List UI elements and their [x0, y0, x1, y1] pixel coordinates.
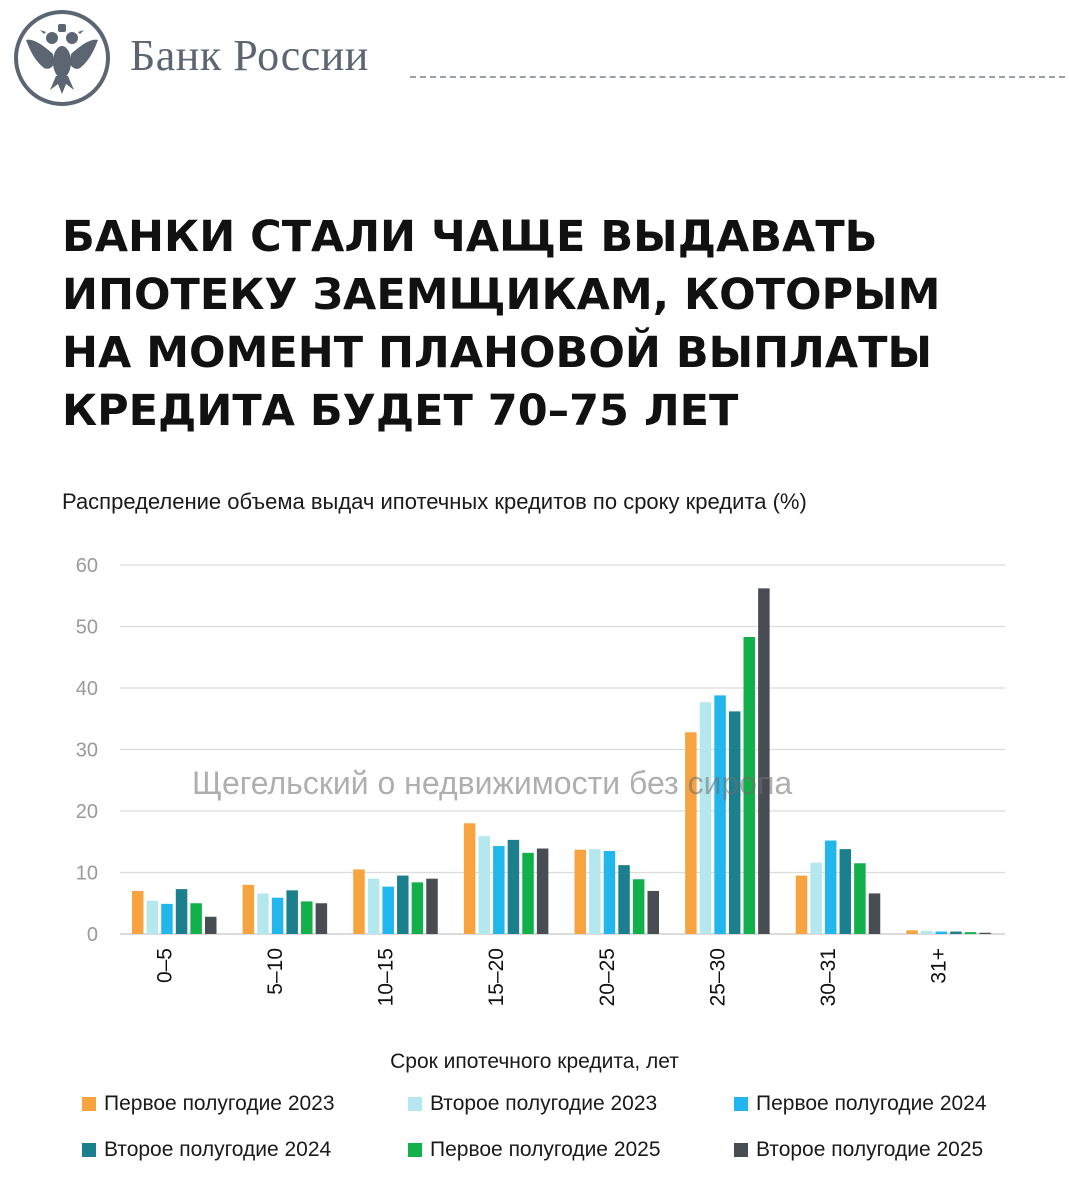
- chart-title: Распределение объема выдач ипотечных кре…: [62, 489, 807, 514]
- bar: [353, 869, 365, 934]
- bar: [271, 897, 284, 934]
- bar: [536, 848, 549, 934]
- legend-swatch: [408, 1143, 422, 1157]
- brand-name: Банк России: [130, 31, 369, 80]
- headline-line: ИПОТЕКУ ЗАЕМЩИКАМ, КОТОРЫМ: [62, 270, 941, 320]
- bar: [714, 695, 726, 934]
- legend-item: Второе полугодие 2024: [82, 1138, 408, 1162]
- legend-label: Первое полугодие 2023: [104, 1092, 335, 1115]
- bar: [242, 884, 255, 934]
- bank-of-russia-eagle-icon: [14, 10, 110, 106]
- bar: [854, 863, 866, 934]
- y-tick-label: 40: [76, 678, 98, 700]
- legend-item: Первое полугодие 2024: [734, 1092, 1052, 1116]
- headline-line: КРЕДИТА БУДЕТ 70–75 ЛЕТ: [62, 386, 739, 436]
- headline: БАНКИ СТАЛИ ЧАЩЕ ВЫДАВАТЬ ИПОТЕКУ ЗАЕМЩИ…: [62, 208, 1022, 440]
- y-tick-label: 30: [76, 740, 98, 762]
- chart-legend: Первое полугодие 2023 Второе полугодие 20…: [82, 1092, 1052, 1162]
- header: Банк России: [0, 0, 1069, 120]
- bar: [161, 903, 173, 934]
- bar-chart: 0 10 20 30 40 50 60 0–5 5–10 10–15 15–20 20–25 25–30…: [76, 555, 1005, 1006]
- legend-swatch: [82, 1143, 96, 1157]
- bar: [478, 836, 490, 934]
- bar: [367, 878, 380, 934]
- legend-label: Первое полугодие 2025: [430, 1138, 661, 1161]
- y-tick-label: 50: [76, 617, 98, 639]
- bar: [920, 930, 933, 934]
- bar: [426, 878, 438, 934]
- bar: [685, 732, 697, 934]
- bar: [810, 862, 822, 934]
- bar: [950, 931, 962, 934]
- x-tick-label: 0–5: [153, 948, 176, 983]
- legend-item: Первое полугодие 2025: [408, 1138, 734, 1162]
- x-tick-label: 31+: [928, 948, 951, 984]
- y-tick-label: 20: [76, 801, 98, 823]
- legend-label: Первое полугодие 2024: [756, 1092, 987, 1115]
- x-tick-label: 5–10: [264, 948, 287, 995]
- bar: [382, 886, 394, 934]
- legend-item: Второе полугодие 2025: [734, 1138, 1052, 1162]
- bar: [257, 893, 269, 934]
- x-tick-label: 10–15: [375, 948, 398, 1006]
- bar: [205, 916, 217, 934]
- bar: [315, 903, 328, 934]
- bar: [301, 901, 313, 934]
- bar: [286, 890, 298, 934]
- bar: [397, 875, 409, 934]
- bar: [507, 839, 520, 934]
- bar: [175, 889, 188, 934]
- legend-swatch: [734, 1097, 748, 1111]
- bar: [728, 711, 741, 934]
- x-tick-label: 30–31: [817, 948, 840, 1006]
- legend-swatch: [734, 1143, 748, 1157]
- watermark: Щегельский о недвижимости без сиропа: [192, 765, 793, 801]
- bar: [618, 865, 630, 934]
- bar: [979, 932, 991, 934]
- legend-swatch: [82, 1097, 96, 1111]
- bar: [589, 849, 601, 934]
- bar: [758, 588, 770, 934]
- x-tick-label: 20–25: [596, 948, 619, 1006]
- bar: [795, 875, 808, 934]
- bar: [463, 823, 476, 934]
- y-tick-label: 0: [87, 924, 98, 946]
- bar: [743, 636, 756, 934]
- bar: [632, 879, 645, 934]
- x-tick-label: 25–30: [706, 948, 729, 1006]
- bar: [935, 931, 948, 934]
- bar: [574, 849, 586, 934]
- bar: [493, 846, 505, 934]
- headline-line: НА МОМЕНТ ПЛАНОВОЙ ВЫПЛАТЫ: [62, 328, 933, 378]
- legend-swatch: [408, 1097, 422, 1111]
- legend-item: Первое полугодие 2023: [82, 1092, 408, 1116]
- bar: [906, 930, 918, 934]
- bar: [868, 893, 881, 934]
- header-divider: [410, 76, 1065, 78]
- bar: [132, 890, 144, 934]
- bar: [603, 850, 616, 934]
- bar: [146, 900, 159, 934]
- legend-label: Второе полугодие 2023: [430, 1092, 658, 1115]
- y-tick-label: 60: [76, 555, 98, 577]
- x-axis-label: Срок ипотечного кредита, лет: [390, 1050, 679, 1073]
- y-tick-label: 10: [76, 863, 98, 885]
- bar: [411, 882, 424, 934]
- bar: [522, 852, 534, 934]
- headline-line: БАНКИ СТАЛИ ЧАЩЕ ВЫДАВАТЬ: [62, 212, 878, 262]
- legend-item: Второе полугодие 2023: [408, 1092, 734, 1116]
- bar: [190, 903, 202, 934]
- bar: [699, 702, 712, 934]
- bar: [964, 932, 977, 934]
- bar: [824, 840, 837, 934]
- bar: [839, 849, 852, 934]
- x-tick-label: 15–20: [485, 948, 508, 1006]
- legend-label: Второе полугодие 2025: [756, 1138, 984, 1161]
- legend-label: Второе полугодие 2024: [104, 1138, 332, 1161]
- bar: [647, 890, 659, 934]
